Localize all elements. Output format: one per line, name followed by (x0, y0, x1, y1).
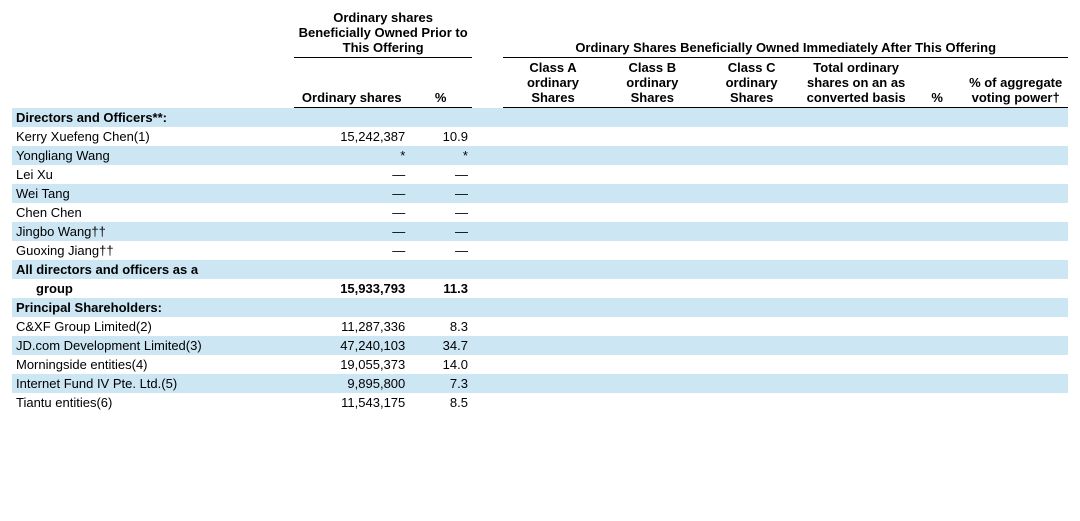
row-name: Guoxing Jiang†† (12, 241, 294, 260)
row-shares: 19,055,373 (294, 355, 409, 374)
col-pct2: % (911, 58, 963, 108)
row-shares: — (294, 184, 409, 203)
row-name: Internet Fund IV Pte. Ltd.(5) (12, 374, 294, 393)
row-pct: 34.7 (409, 336, 472, 355)
ownership-table: Ordinary shares Beneficially Owned Prior… (12, 8, 1068, 412)
row-pct: 10.9 (409, 127, 472, 146)
row-name: Tiantu entities(6) (12, 393, 294, 412)
section-directors-heading: Directors and Officers**: (12, 108, 294, 127)
row-shares: — (294, 203, 409, 222)
col-class-c: Class C ordinary Shares (702, 58, 801, 108)
all-directors-shares: 15,933,793 (294, 279, 409, 298)
col-agg-voting: % of aggregate voting power† (963, 58, 1068, 108)
header-group-after: Ordinary Shares Beneficially Owned Immed… (503, 8, 1068, 58)
row-pct: — (409, 184, 472, 203)
all-directors-label-2: group (12, 279, 294, 298)
header-group-prior: Ordinary shares Beneficially Owned Prior… (294, 8, 472, 58)
row-pct: 8.3 (409, 317, 472, 336)
row-name: Chen Chen (12, 203, 294, 222)
row-shares: — (294, 165, 409, 184)
all-directors-label-1: All directors and officers as a (12, 260, 294, 279)
row-shares: * (294, 146, 409, 165)
row-shares: — (294, 241, 409, 260)
row-name: C&XF Group Limited(2) (12, 317, 294, 336)
col-class-a: Class A ordinary Shares (503, 58, 602, 108)
row-shares: 47,240,103 (294, 336, 409, 355)
row-pct: — (409, 222, 472, 241)
col-pct: % (409, 58, 472, 108)
row-pct: — (409, 241, 472, 260)
row-pct: 8.5 (409, 393, 472, 412)
row-shares: 11,543,175 (294, 393, 409, 412)
row-pct: 14.0 (409, 355, 472, 374)
row-pct: — (409, 203, 472, 222)
row-name: Yongliang Wang (12, 146, 294, 165)
row-shares: — (294, 222, 409, 241)
row-shares: 15,242,387 (294, 127, 409, 146)
col-ordinary-shares: Ordinary shares (294, 58, 409, 108)
row-shares: 9,895,800 (294, 374, 409, 393)
row-pct: 7.3 (409, 374, 472, 393)
col-total-converted: Total ordinary shares on an as converted… (801, 58, 911, 108)
section-principal-heading: Principal Shareholders: (12, 298, 294, 317)
row-name: Kerry Xuefeng Chen(1) (12, 127, 294, 146)
row-name: Wei Tang (12, 184, 294, 203)
row-name: Lei Xu (12, 165, 294, 184)
row-shares: 11,287,336 (294, 317, 409, 336)
row-name: Morningside entities(4) (12, 355, 294, 374)
row-pct: — (409, 165, 472, 184)
col-class-b: Class B ordinary Shares (603, 58, 702, 108)
row-name: Jingbo Wang†† (12, 222, 294, 241)
row-name: JD.com Development Limited(3) (12, 336, 294, 355)
row-pct: * (409, 146, 472, 165)
all-directors-pct: 11.3 (409, 279, 472, 298)
